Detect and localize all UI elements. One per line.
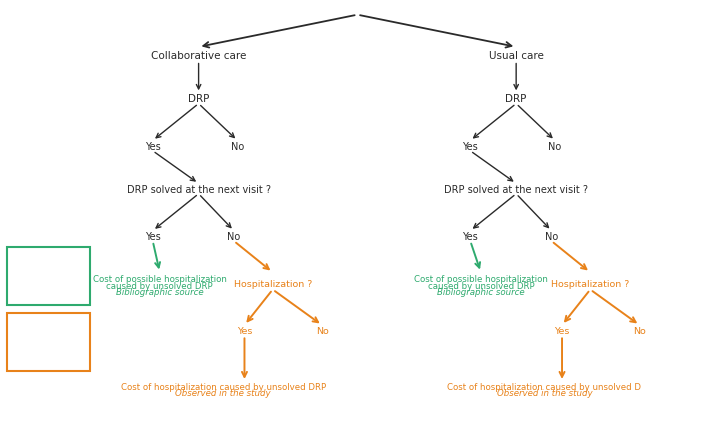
Text: Yes: Yes — [463, 231, 478, 241]
Text: Bibliographic: Bibliographic — [12, 261, 79, 270]
Text: estimation: estimation — [18, 280, 73, 289]
Text: Hospitalization ?: Hospitalization ? — [234, 279, 312, 288]
Text: No: No — [231, 141, 244, 151]
FancyBboxPatch shape — [6, 247, 90, 305]
Text: Bibliographic source: Bibliographic source — [437, 287, 525, 296]
Text: Yes: Yes — [145, 141, 160, 151]
Text: Yes: Yes — [554, 326, 570, 335]
FancyBboxPatch shape — [6, 313, 90, 371]
Text: Hospitalization ?: Hospitalization ? — [551, 279, 630, 288]
Text: No: No — [545, 231, 558, 241]
Text: DRP solved at the next visit ?: DRP solved at the next visit ? — [127, 184, 271, 194]
Text: Cost of hospitalization caused by unsolved D: Cost of hospitalization caused by unsolv… — [447, 382, 642, 391]
Text: Observed in the study: Observed in the study — [175, 388, 271, 397]
Text: Yes: Yes — [463, 141, 478, 151]
Text: Experimental: Experimental — [11, 327, 79, 336]
Text: Yes: Yes — [145, 231, 160, 241]
Text: No: No — [316, 326, 329, 335]
Text: Cost of possible hospitalization: Cost of possible hospitalization — [93, 275, 227, 283]
Text: Cost of hospitalization caused by unsolved DRP: Cost of hospitalization caused by unsolv… — [120, 382, 326, 391]
Text: estimation: estimation — [18, 347, 73, 355]
Text: Observed in the study: Observed in the study — [496, 388, 593, 397]
Text: No: No — [227, 231, 240, 241]
Text: No: No — [548, 141, 562, 151]
Text: Yes: Yes — [237, 326, 252, 335]
Text: Collaborative care: Collaborative care — [151, 51, 246, 61]
Text: Bibliographic source: Bibliographic source — [116, 287, 204, 296]
Text: DRP: DRP — [506, 94, 527, 104]
Text: DRP solved at the next visit ?: DRP solved at the next visit ? — [444, 184, 588, 194]
Text: No: No — [633, 326, 646, 335]
Text: caused by unsolved DRP: caused by unsolved DRP — [428, 281, 534, 290]
Text: cost: cost — [35, 270, 56, 279]
Text: Usual care: Usual care — [488, 51, 543, 61]
Text: Cost of possible hospitalization: Cost of possible hospitalization — [414, 275, 548, 283]
Text: cost: cost — [35, 337, 56, 346]
Text: caused by unsolved DRP: caused by unsolved DRP — [106, 281, 213, 290]
Text: DRP: DRP — [188, 94, 210, 104]
